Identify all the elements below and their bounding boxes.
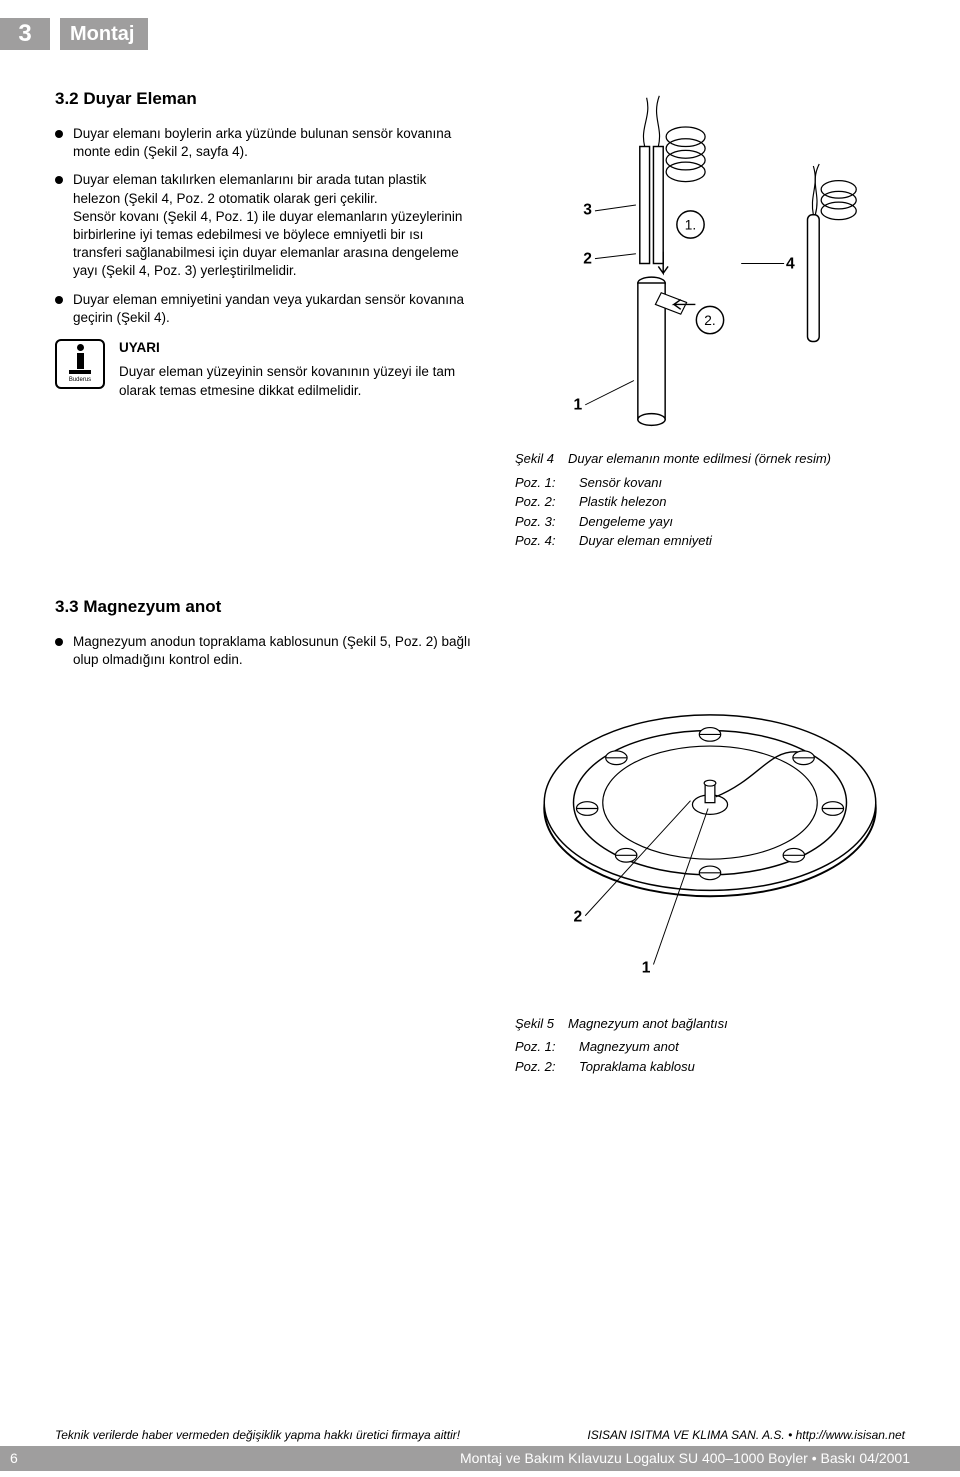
figure-5-legend: Poz. 1:Magnezyum anot Poz. 2:Topraklama …: [515, 1038, 905, 1075]
figure-4-legend: Poz. 1:Sensör kovanı Poz. 2:Plastik hele…: [515, 474, 905, 550]
footer-doc-title: Montaj ve Bakım Kılavuzu Logalux SU 400–…: [50, 1449, 950, 1468]
figure-5-label: Şekil 5: [515, 1015, 554, 1033]
footer-right: ISISAN ISITMA VE KLIMA SAN. A.S. • http:…: [587, 1427, 905, 1443]
svg-text:1.: 1.: [685, 217, 696, 232]
footer-left: Teknik verilerde haber vermeden değişikl…: [55, 1427, 460, 1443]
page-number: 6: [10, 1449, 50, 1468]
figure-4-svg: 1. 2. 3 2 1: [515, 88, 905, 439]
section-3-2-heading: 3.2 Duyar Eleman: [55, 88, 475, 111]
icon-brand: Buderus: [69, 376, 91, 384]
figure-4-label: Şekil 4: [515, 450, 554, 468]
section-3-3-bullets: Magnezyum anodun topraklama kablosunun (…: [55, 633, 475, 669]
warning-text: Duyar eleman yüzeyinin sensör kovanının …: [119, 363, 475, 399]
figure-5-caption: Magnezyum anot bağlantısı: [568, 1015, 728, 1033]
svg-text:2: 2: [574, 908, 583, 925]
svg-text:2: 2: [583, 250, 592, 267]
svg-text:4: 4: [786, 255, 795, 272]
warning-box: Buderus UYARI Duyar eleman yüzeyinin sen…: [55, 339, 475, 400]
footer-notes: Teknik verilerde haber vermeden değişikl…: [0, 1427, 960, 1443]
svg-text:2.: 2.: [704, 313, 715, 328]
footer-bar: 6 Montaj ve Bakım Kılavuzu Logalux SU 40…: [0, 1446, 960, 1471]
svg-text:3: 3: [583, 202, 592, 219]
chapter-number: 3: [0, 18, 50, 50]
figure-5: 2 1 Şekil 5 Magnezyum anot bağlantısı Po…: [515, 633, 905, 1075]
svg-text:1: 1: [642, 959, 651, 976]
list-item: Duyar eleman takılırken elemanlarını bir…: [55, 171, 475, 280]
figure-5-svg: 2 1: [515, 633, 905, 1004]
info-icon: Buderus: [55, 339, 105, 389]
section-3-3-heading: 3.3 Magnezyum anot: [55, 596, 905, 619]
chapter-header: 3 Montaj: [0, 18, 148, 50]
svg-text:1: 1: [574, 397, 583, 414]
warning-label: UYARI: [119, 339, 475, 357]
figure-4-caption: Duyar elemanın monte edilmesi (örnek res…: [568, 450, 831, 468]
figure-4: 1. 2. 3 2 1: [515, 88, 905, 550]
list-item: Duyar elemanı boylerin arka yüzünde bulu…: [55, 125, 475, 161]
list-item: Duyar eleman emniyetini yandan veya yuka…: [55, 291, 475, 327]
section-3-2-bullets: Duyar elemanı boylerin arka yüzünde bulu…: [55, 125, 475, 327]
list-item: Magnezyum anodun topraklama kablosunun (…: [55, 633, 475, 669]
chapter-title: Montaj: [60, 18, 148, 50]
